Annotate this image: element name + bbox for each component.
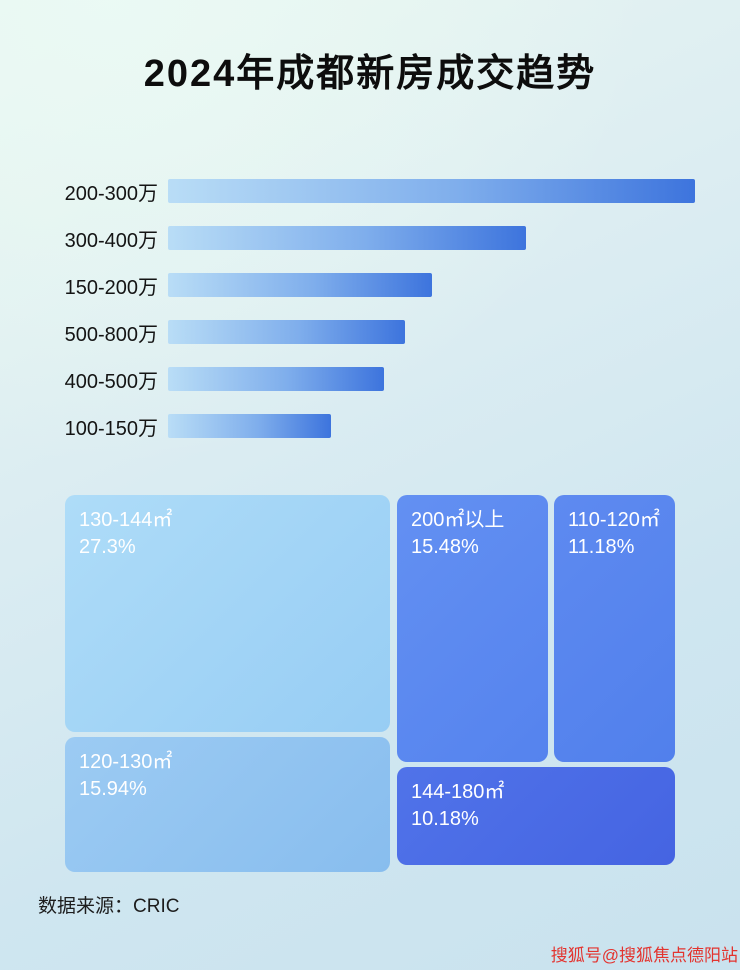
bar (168, 273, 432, 297)
bar-category-label: 100-150万 (64, 417, 158, 440)
treemap-label: 200㎡以上 (411, 509, 505, 531)
treemap-label: 130-144㎡ (79, 509, 173, 531)
bar-row: 200-300万 (40, 178, 695, 205)
bar-track (168, 226, 695, 250)
treemap-label: 120-130㎡ (79, 751, 173, 773)
watermark-text: 搜狐号@搜狐焦点德阳站 (550, 946, 738, 965)
bar-row: 500-800万 (40, 319, 695, 346)
bar-row: 400-500万 (40, 366, 695, 393)
treemap-value: 10.18% (411, 808, 479, 830)
bar-track (168, 179, 695, 203)
bar (168, 367, 385, 391)
treemap-value: 27.3% (79, 536, 136, 558)
treemap-block-144-180: 144-180㎡ 10.18% (397, 767, 675, 865)
bar-category-label: 400-500万 (64, 370, 158, 393)
bar (168, 226, 527, 250)
bar (168, 414, 332, 438)
area-share-treemap: 130-144㎡ 27.3% 200㎡以上 15.48% 110-120㎡ 11… (65, 495, 675, 872)
treemap-value: 11.18% (568, 536, 635, 558)
treemap-block-130-144: 130-144㎡ 27.3% (65, 495, 390, 732)
bar (168, 179, 695, 203)
bar-category-label: 300-400万 (64, 229, 158, 252)
data-source-label: 数据来源：CRIC (38, 896, 180, 917)
treemap-value: 15.94% (79, 778, 147, 800)
treemap-value: 15.48% (411, 536, 479, 558)
bar-category-label: 500-800万 (64, 323, 158, 346)
bar-row: 300-400万 (40, 225, 695, 252)
page-title: 2024年成都新房成交趋势 (143, 53, 597, 95)
bar (168, 320, 406, 344)
bar-track (168, 367, 695, 391)
price-range-bar-chart: 200-300万 300-400万 150-200万 500-800万 400-… (40, 178, 695, 460)
bar-row: 100-150万 (40, 413, 695, 440)
treemap-block-110-120: 110-120㎡ 11.18% (554, 495, 675, 762)
bar-category-label: 200-300万 (64, 182, 158, 205)
treemap-block-120-130: 120-130㎡ 15.94% (65, 737, 390, 872)
treemap-label: 144-180㎡ (411, 781, 505, 803)
bar-row: 150-200万 (40, 272, 695, 299)
treemap-block-200-plus: 200㎡以上 15.48% (397, 495, 548, 762)
bar-category-label: 150-200万 (64, 276, 158, 299)
bar-track (168, 320, 695, 344)
treemap-label: 110-120㎡ (568, 509, 660, 531)
bar-track (168, 273, 695, 297)
bar-track (168, 414, 695, 438)
